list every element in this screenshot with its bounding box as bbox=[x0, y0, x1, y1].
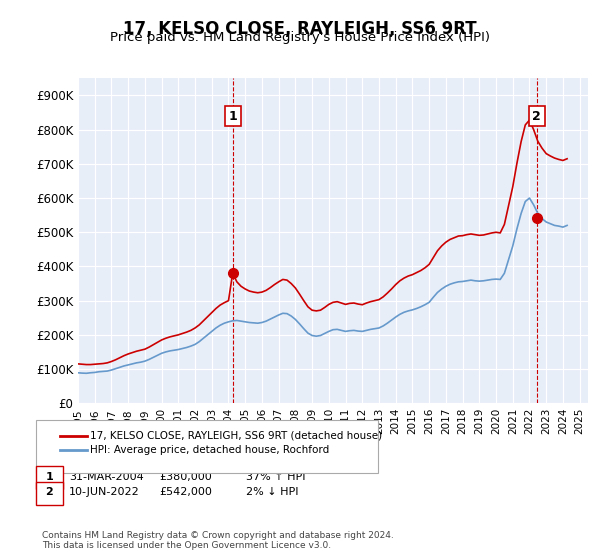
Text: 2: 2 bbox=[532, 110, 541, 123]
Text: 31-MAR-2004: 31-MAR-2004 bbox=[69, 472, 144, 482]
Text: HPI: Average price, detached house, Rochford: HPI: Average price, detached house, Roch… bbox=[90, 445, 329, 455]
Text: 17, KELSO CLOSE, RAYLEIGH, SS6 9RT (detached house): 17, KELSO CLOSE, RAYLEIGH, SS6 9RT (deta… bbox=[90, 431, 382, 441]
Text: 1: 1 bbox=[228, 110, 237, 123]
Text: 37% ↑ HPI: 37% ↑ HPI bbox=[246, 472, 305, 482]
Text: 10-JUN-2022: 10-JUN-2022 bbox=[69, 487, 140, 497]
Text: Contains HM Land Registry data © Crown copyright and database right 2024.
This d: Contains HM Land Registry data © Crown c… bbox=[42, 530, 394, 550]
Text: 1: 1 bbox=[46, 472, 53, 482]
Text: 2% ↓ HPI: 2% ↓ HPI bbox=[246, 487, 299, 497]
Text: £542,000: £542,000 bbox=[159, 487, 212, 497]
Text: £380,000: £380,000 bbox=[159, 472, 212, 482]
Text: 2: 2 bbox=[46, 487, 53, 497]
Text: Price paid vs. HM Land Registry's House Price Index (HPI): Price paid vs. HM Land Registry's House … bbox=[110, 31, 490, 44]
Text: 17, KELSO CLOSE, RAYLEIGH, SS6 9RT: 17, KELSO CLOSE, RAYLEIGH, SS6 9RT bbox=[123, 20, 477, 38]
